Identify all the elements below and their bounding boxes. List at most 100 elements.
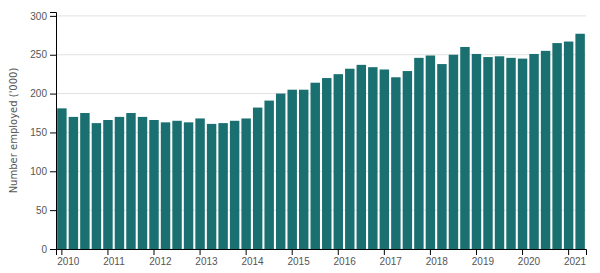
y-axis-line	[50, 13, 57, 250]
x-tick-mark	[476, 249, 477, 255]
y-axis: 0 50 100 150 200 250 300	[30, 11, 56, 255]
bar	[368, 67, 377, 249]
bar	[391, 77, 400, 249]
bar	[276, 94, 285, 249]
bar	[345, 69, 354, 249]
bar	[495, 56, 504, 249]
x-tick-label: 2013	[195, 256, 218, 267]
bar	[322, 78, 331, 249]
x-tick-label: 2018	[426, 256, 449, 267]
bar	[506, 58, 515, 249]
y-tick: 0	[41, 244, 56, 255]
x-tick-mark	[246, 249, 247, 255]
x-tick-label: 2019	[472, 256, 495, 267]
x-tick: 2021	[564, 249, 587, 267]
bar	[230, 121, 239, 249]
bar	[449, 55, 458, 249]
x-tick-mark	[568, 249, 569, 255]
bar	[218, 123, 227, 249]
x-tick-mark	[384, 249, 385, 255]
y-axis-title: Number employed ('000)	[8, 68, 19, 194]
bar	[184, 122, 193, 249]
bar	[172, 121, 181, 249]
x-axis-line	[57, 250, 587, 256]
bar	[472, 54, 481, 249]
y-tick-mark	[50, 132, 56, 133]
bar	[207, 124, 216, 249]
x-tick-mark	[200, 249, 201, 255]
bar	[529, 54, 538, 249]
bar	[126, 113, 135, 249]
x-tick-mark	[154, 249, 155, 255]
plot: 0501001502002503002010201120122013201420…	[30, 11, 586, 268]
bar	[334, 74, 343, 249]
x-axis: 2010 2011 2012 2013 2014 2015 2016 2017 2018 2019…	[57, 249, 587, 267]
x-tick-label: 2016	[334, 256, 357, 267]
y-tick: 200	[30, 88, 56, 99]
bar	[149, 120, 158, 249]
x-tick: 2020	[518, 249, 541, 267]
bar	[80, 113, 89, 249]
y-tick: 100	[30, 166, 56, 177]
bar	[380, 70, 389, 249]
x-tick-mark	[430, 249, 431, 255]
bar	[253, 108, 262, 249]
bar	[552, 43, 561, 249]
x-tick-mark	[107, 249, 108, 255]
y-tick-mark	[50, 55, 56, 56]
bar	[426, 56, 435, 249]
x-tick: 2011	[103, 249, 125, 267]
bar	[115, 117, 124, 249]
bar	[92, 123, 101, 249]
y-tick-mark	[50, 210, 56, 211]
x-tick-label: 2012	[149, 256, 172, 267]
bar	[483, 57, 492, 249]
bar	[541, 51, 550, 249]
x-tick-label: 2014	[241, 256, 264, 267]
y-tick-mark	[50, 249, 56, 250]
y-tick-label: 200	[30, 88, 47, 99]
x-tick-label: 2010	[57, 256, 80, 267]
x-tick-label: 2020	[518, 256, 541, 267]
bar	[414, 58, 423, 249]
bar	[138, 117, 147, 249]
grid-line	[56, 54, 586, 55]
bar	[575, 34, 584, 249]
bar	[57, 108, 66, 249]
y-tick-mark	[50, 16, 56, 17]
bar	[518, 59, 527, 249]
x-tick: 2015	[287, 249, 310, 267]
bar	[161, 122, 170, 249]
y-tick-label: 0	[41, 244, 47, 255]
grid	[56, 16, 586, 249]
x-tick: 2018	[426, 249, 449, 267]
x-tick-mark	[338, 249, 339, 255]
bar	[564, 42, 573, 249]
y-tick-label: 150	[30, 127, 47, 138]
bar	[460, 47, 469, 249]
x-tick-mark	[61, 249, 62, 255]
x-tick-label: 2011	[103, 256, 125, 267]
bar	[357, 65, 366, 249]
y-tick-mark	[50, 94, 56, 95]
y-tick-label: 250	[30, 49, 47, 60]
grid-line	[56, 15, 586, 16]
x-tick: 2016	[334, 249, 357, 267]
y-tick-mark	[50, 171, 56, 172]
y-tick: 300	[30, 11, 56, 22]
y-tick-label: 50	[36, 205, 48, 216]
bar	[195, 118, 204, 249]
bar	[241, 118, 250, 249]
y-tick: 150	[30, 127, 56, 138]
bar	[437, 64, 446, 249]
x-tick: 2012	[149, 249, 172, 267]
y-tick: 50	[36, 205, 56, 216]
x-tick: 2017	[380, 249, 403, 267]
x-tick: 2019	[472, 249, 495, 267]
bar	[287, 90, 296, 249]
bar	[311, 83, 320, 249]
x-tick-mark	[292, 249, 293, 255]
y-tick-label: 100	[30, 166, 47, 177]
x-tick: 2013	[195, 249, 218, 267]
x-tick-label: 2015	[287, 256, 310, 267]
